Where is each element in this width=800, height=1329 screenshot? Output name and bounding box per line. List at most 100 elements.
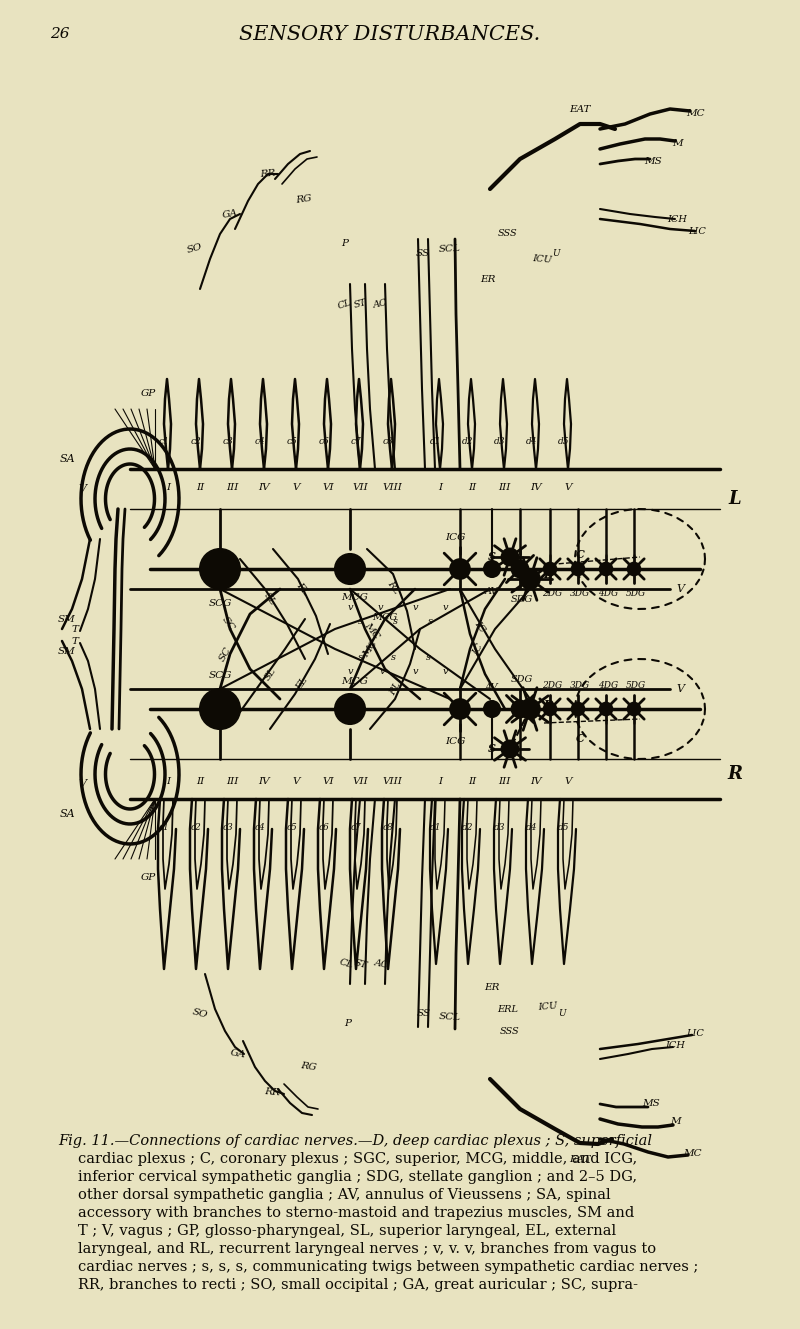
Circle shape	[502, 740, 518, 758]
Text: d3: d3	[494, 436, 506, 445]
Text: c3: c3	[222, 436, 234, 445]
Text: 4DG: 4DG	[598, 589, 618, 598]
Text: C: C	[575, 734, 585, 744]
Text: SSS: SSS	[500, 1026, 520, 1035]
Text: Fig. 11.—Connections of cardiac nerves.—D, deep cardiac plexus ; S, superficial: Fig. 11.—Connections of cardiac nerves.—…	[58, 1134, 652, 1148]
Text: U: U	[558, 1009, 566, 1018]
Text: ICG: ICG	[445, 736, 465, 746]
Text: V: V	[676, 684, 684, 694]
Text: s: s	[426, 653, 430, 662]
Text: AC: AC	[373, 958, 389, 970]
Text: VI: VI	[322, 776, 334, 785]
Circle shape	[520, 569, 540, 589]
Text: v: v	[442, 602, 448, 611]
Text: d4: d4	[526, 436, 538, 445]
Text: EAT: EAT	[570, 105, 590, 113]
Text: EL: EL	[294, 676, 310, 692]
Text: LIC: LIC	[688, 227, 706, 237]
Text: inferior cervical sympathetic ganglia ; SDG, stellate ganglion ; and 2–5 DG,: inferior cervical sympathetic ganglia ; …	[78, 1170, 637, 1184]
Text: d5: d5	[558, 436, 570, 445]
Text: s: s	[358, 653, 362, 662]
Text: III: III	[226, 776, 238, 785]
Circle shape	[512, 561, 528, 577]
Circle shape	[600, 562, 612, 575]
Text: c4: c4	[254, 436, 266, 445]
Circle shape	[450, 699, 470, 719]
Text: SS: SS	[416, 250, 430, 259]
Text: v: v	[347, 602, 353, 611]
Text: SENSORY DISTURBANCES.: SENSORY DISTURBANCES.	[239, 24, 541, 44]
Circle shape	[200, 549, 240, 589]
Text: RR: RR	[264, 1087, 280, 1098]
Circle shape	[628, 562, 640, 575]
Text: AC: AC	[372, 298, 388, 310]
Text: U: U	[552, 250, 560, 259]
Circle shape	[200, 688, 240, 730]
Text: CL: CL	[337, 298, 353, 311]
Text: EL: EL	[294, 581, 310, 597]
Text: SA: SA	[60, 809, 76, 819]
Text: c1: c1	[158, 436, 170, 445]
Text: RR: RR	[260, 169, 276, 179]
Circle shape	[484, 700, 500, 718]
Text: I: I	[166, 776, 170, 785]
Text: c5: c5	[286, 823, 298, 832]
Text: MC: MC	[682, 1148, 702, 1158]
Text: II: II	[196, 776, 204, 785]
Text: SDG: SDG	[511, 675, 533, 683]
Text: SA: SA	[60, 455, 76, 464]
Text: 5DG: 5DG	[626, 680, 646, 690]
Text: I: I	[166, 482, 170, 492]
Circle shape	[544, 703, 556, 715]
Text: III: III	[498, 482, 510, 492]
Text: d2: d2	[462, 823, 474, 832]
Text: SC: SC	[218, 645, 233, 663]
Text: T: T	[72, 625, 79, 634]
Text: IC: IC	[471, 642, 485, 657]
Text: v: v	[379, 667, 385, 675]
Text: SCL: SCL	[438, 1011, 462, 1022]
Text: c8: c8	[382, 823, 394, 832]
Text: RG: RG	[295, 194, 313, 205]
Text: s: s	[393, 617, 398, 626]
Text: ICH: ICH	[667, 214, 687, 223]
Text: v: v	[378, 602, 382, 611]
Text: IV: IV	[258, 482, 270, 492]
Text: III: III	[226, 482, 238, 492]
Text: d1: d1	[430, 823, 442, 832]
Circle shape	[450, 560, 470, 579]
Text: I: I	[438, 482, 442, 492]
Text: L: L	[729, 490, 742, 508]
Text: c6: c6	[318, 823, 330, 832]
Text: SL: SL	[262, 591, 278, 607]
Text: MCG: MCG	[372, 613, 398, 622]
Text: GA: GA	[230, 1049, 246, 1059]
Text: SM: SM	[58, 614, 76, 623]
Text: 5DG: 5DG	[626, 589, 646, 598]
Text: V: V	[564, 482, 572, 492]
Text: SL: SL	[262, 666, 278, 682]
Circle shape	[335, 554, 365, 583]
Text: ST: ST	[354, 958, 369, 970]
Text: GA: GA	[222, 209, 238, 219]
Text: V: V	[676, 583, 684, 594]
Text: III: III	[498, 776, 510, 785]
Circle shape	[628, 703, 640, 715]
Text: IV: IV	[258, 776, 270, 785]
Text: MC: MC	[361, 639, 379, 659]
Text: ER: ER	[484, 982, 500, 991]
Text: SCL: SCL	[438, 245, 462, 254]
Text: c6: c6	[318, 436, 330, 445]
Text: s: s	[427, 617, 433, 626]
Text: 3DG: 3DG	[570, 589, 590, 598]
Text: IV: IV	[530, 776, 542, 785]
Text: c7: c7	[350, 823, 362, 832]
Text: GP: GP	[140, 389, 156, 399]
Text: II: II	[468, 482, 476, 492]
Text: V: V	[564, 776, 572, 785]
Text: cardiac plexus ; C, coronary plexus ; SGC, superior, MCG, middle, and ICG,: cardiac plexus ; C, coronary plexus ; SG…	[78, 1152, 638, 1166]
Text: s: s	[390, 653, 395, 662]
Text: SDG: SDG	[511, 594, 533, 603]
Text: 2DG: 2DG	[542, 680, 562, 690]
Text: T: T	[72, 637, 79, 646]
